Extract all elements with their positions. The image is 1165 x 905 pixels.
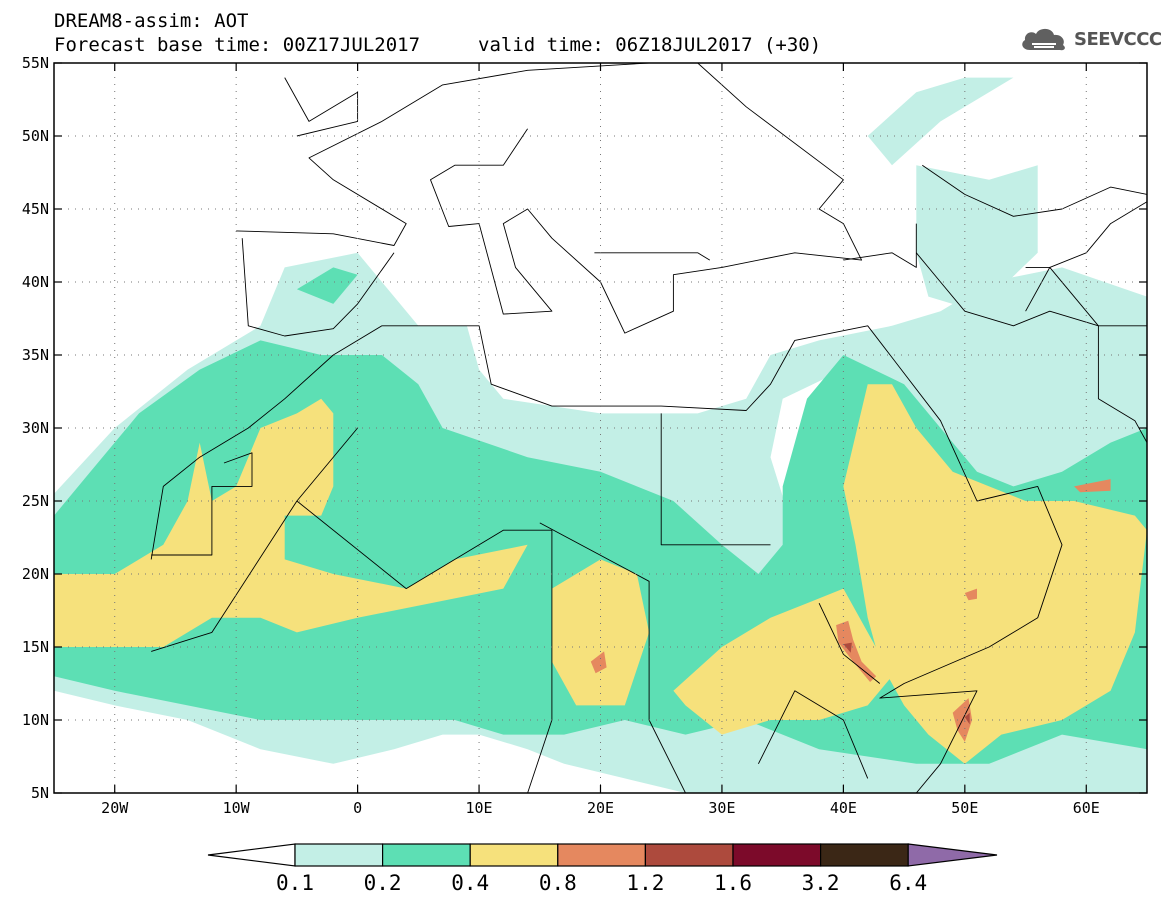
colorbar-label: 1.2 bbox=[626, 871, 664, 895]
country-borders bbox=[150, 63, 1147, 793]
border-line bbox=[539, 522, 686, 793]
aot-region-level-4 bbox=[836, 620, 877, 682]
cloud-icon bbox=[1022, 28, 1065, 51]
aot-region-level-4 bbox=[1074, 479, 1111, 493]
colorbar-low-triangle bbox=[207, 843, 296, 867]
colorbar: 0.1 0.2 0.4 0.8 1.2 1.6 3.2 6.4 bbox=[207, 843, 998, 895]
y-tick-label: 45N bbox=[22, 200, 49, 218]
aot-region-level-4 bbox=[590, 651, 607, 674]
aot-region-level-2 bbox=[296, 267, 358, 304]
colorbar-label: 0.8 bbox=[539, 871, 577, 895]
y-tick-label: 55N bbox=[22, 54, 49, 72]
colorbar-label: 1.6 bbox=[714, 871, 752, 895]
y-tick-label: 10N bbox=[22, 711, 49, 729]
aot-region-level-5 bbox=[964, 712, 970, 725]
y-tick-label: 25N bbox=[22, 492, 49, 510]
aot-region-level-3 bbox=[843, 384, 1147, 764]
colorbar-label: 0.4 bbox=[451, 871, 489, 895]
aot-region-level-5 bbox=[843, 642, 852, 653]
border-line bbox=[150, 325, 1063, 793]
seevccc-logo: SEEVCCC bbox=[1018, 24, 1162, 54]
forecast-base-time: Forecast base time: 00Z17JUL2017 bbox=[54, 34, 421, 56]
y-tick-label: 50N bbox=[22, 127, 49, 145]
x-tick-label: 50E bbox=[951, 799, 978, 817]
border-line bbox=[660, 413, 771, 546]
graticule bbox=[54, 63, 1147, 793]
valid-time: valid time: 06Z18JUL2017 (+30) bbox=[478, 34, 822, 56]
colorbar-label: 0.1 bbox=[276, 871, 314, 895]
aot-region-level-1 bbox=[916, 165, 1038, 312]
colorbar-high-triangle bbox=[907, 843, 998, 867]
colorbar-swatch bbox=[382, 843, 471, 867]
x-tick-label: 60E bbox=[1073, 799, 1100, 817]
aot-region-level-3 bbox=[551, 559, 650, 706]
aot-region-level-1 bbox=[867, 77, 1014, 166]
axis-ticks: 20W 10W 0 10E 20E 30E 40E 50E 60E 5N 10N 15N 20N 25N 3… bbox=[22, 54, 1147, 817]
border-line bbox=[1025, 266, 1147, 443]
colorbar-swatch bbox=[644, 843, 734, 867]
x-tick-label: 20E bbox=[587, 799, 614, 817]
y-tick-label: 5N bbox=[31, 784, 49, 802]
colorbar-swatch bbox=[819, 843, 909, 867]
colorbar-swatch bbox=[294, 843, 384, 867]
border-line bbox=[284, 77, 359, 137]
y-tick-label: 40N bbox=[22, 273, 49, 291]
y-tick-label: 30N bbox=[22, 419, 49, 437]
x-tick-label: 10W bbox=[223, 799, 251, 817]
x-tick-label: 30E bbox=[708, 799, 735, 817]
colorbar-label: 6.4 bbox=[889, 871, 927, 895]
y-tick-label: 35N bbox=[22, 346, 49, 364]
colorbar-swatch bbox=[469, 843, 559, 867]
aot-region-level-3 bbox=[54, 398, 528, 647]
y-tick-label: 20N bbox=[22, 565, 49, 583]
y-tick-label: 15N bbox=[22, 638, 49, 656]
x-tick-label: 10E bbox=[466, 799, 493, 817]
border-line bbox=[151, 427, 358, 652]
border-line bbox=[843, 223, 917, 268]
border-line bbox=[151, 452, 253, 556]
border-line bbox=[818, 603, 881, 684]
x-tick-label: 20W bbox=[101, 799, 129, 817]
aot-shading-layer bbox=[54, 77, 1147, 793]
border-line bbox=[594, 252, 711, 261]
colorbar-label: 3.2 bbox=[802, 871, 840, 895]
colorbar-swatch bbox=[732, 843, 822, 867]
map-title: DREAM8-assim: AOT bbox=[54, 10, 249, 32]
border-line bbox=[241, 238, 395, 337]
border-line bbox=[757, 690, 869, 779]
x-tick-label: 40E bbox=[830, 799, 857, 817]
logo-text: SEEVCCC bbox=[1074, 28, 1162, 50]
x-tick-label: 0 bbox=[353, 799, 362, 817]
border-line bbox=[236, 63, 863, 334]
colorbar-label: 0.2 bbox=[364, 871, 402, 895]
border-line bbox=[922, 164, 1147, 217]
border-line bbox=[296, 500, 553, 793]
aot-region-level-4 bbox=[964, 588, 977, 601]
colorbar-swatch bbox=[557, 843, 646, 867]
